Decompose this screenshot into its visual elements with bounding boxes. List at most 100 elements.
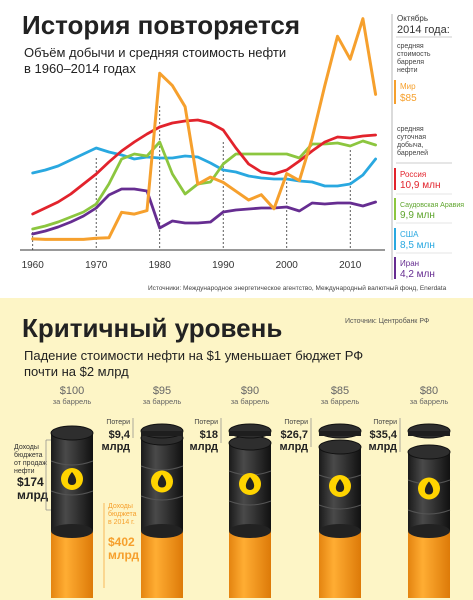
barrel-lid-4 — [407, 444, 451, 460]
barrel-lid-3 — [318, 439, 362, 455]
oil-drop-shape — [245, 477, 255, 490]
loss-value-4: $35,4 млрд — [368, 429, 397, 453]
barrel-price-4: $80 — [420, 385, 438, 397]
history-source: Источники: Международное энергетическое … — [148, 284, 447, 292]
budget-value: $402 млрд — [108, 535, 140, 562]
critical-subtitle: Падение стоимости нефти на $1 уменьшает … — [24, 348, 384, 380]
legend-swatch-saudi — [394, 198, 396, 220]
legend-value-world: $85 — [400, 93, 417, 104]
x-tick-1980: 1980 — [149, 260, 172, 271]
critical-source: Источник: Центробанк РФ — [345, 318, 430, 325]
legend-header-2: 2014 года: — [397, 24, 450, 36]
critical-subtitle-line1: Падение стоимости нефти на $1 уменьшает … — [24, 348, 364, 363]
barrel-orange-0 — [51, 531, 93, 598]
barrel-orange-3 — [319, 531, 361, 598]
loss-label-2: Потери — [194, 419, 218, 426]
barrel-lost-rim-4 — [408, 431, 450, 436]
barrel-unit-3: за баррель — [321, 397, 360, 406]
barrel-orange-1 — [141, 531, 183, 598]
barrel-unit-2: за баррель — [231, 397, 270, 406]
history-section: История повторяется Объём добычи и средн… — [0, 0, 473, 298]
barrel-unit-1: за баррель — [143, 397, 182, 406]
barrel-rib-1-1 — [140, 495, 184, 501]
barrel-dark-bottom-1 — [141, 524, 183, 538]
barrel-lost-rim-1 — [141, 431, 183, 436]
legend-swatch-usa — [394, 228, 396, 250]
barrel-lost-rim-2 — [229, 431, 271, 436]
barrel-dark-bottom-3 — [319, 524, 361, 538]
critical-title: Критичный уровень — [22, 313, 283, 343]
barrel-dark-bottom-4 — [408, 524, 450, 538]
barrel-dark-bottom-2 — [229, 524, 271, 538]
critical-level-section: Критичный уровень Источник: Центробанк Р… — [0, 298, 473, 600]
legend-name-usa: США — [400, 230, 419, 239]
budget-note: Доходы бюджета в 2014 г. — [108, 503, 139, 526]
oil-drop-shape — [67, 472, 77, 485]
series-line-iran — [31, 187, 377, 236]
series-line-russia — [31, 118, 377, 216]
series-line-world-price — [31, 17, 378, 241]
loss-label-4: Потери — [373, 419, 397, 426]
decade-guides — [32, 106, 351, 250]
oil-drop-shape — [157, 474, 167, 488]
legend-swatch-russia — [394, 168, 396, 190]
history-subtitle-line2: в 1960–2014 годах — [24, 61, 136, 76]
barrel-orange-4 — [408, 531, 450, 598]
history-title: История повторяется — [22, 10, 301, 40]
x-tick-1960: 1960 — [22, 260, 45, 271]
barrel-rib-1-0 — [140, 465, 184, 471]
barrel-dark-bottom-0 — [51, 524, 93, 538]
legend-name-iran: Иран — [400, 259, 419, 268]
barrel-rib-4-1 — [407, 509, 451, 515]
legend-header-1: Октябрь — [397, 14, 428, 23]
barrel-price-2: $90 — [241, 385, 259, 397]
series-lines — [31, 17, 378, 241]
oil-drop-shape — [335, 479, 345, 492]
legend-name-russia: Россия — [400, 170, 426, 179]
x-tick-2010: 2010 — [339, 260, 362, 271]
x-tick-1970: 1970 — [85, 260, 108, 271]
loss-value-3: $26,7 млрд — [279, 429, 308, 453]
series-line-usa — [31, 146, 377, 188]
legend-value-saudi: 9,9 млн — [400, 210, 435, 221]
barrel-price-1: $95 — [153, 385, 171, 397]
legend-name-saudi: Саудовская Аравия — [400, 202, 464, 209]
price-note: средняя стоимость барреля нефти — [397, 43, 432, 74]
loss-value-1: $9,4 млрд — [101, 429, 130, 453]
barrel-orange-2 — [229, 531, 271, 598]
x-tick-2000: 2000 — [276, 260, 299, 271]
loss-label-1: Потери — [106, 419, 130, 426]
legend-swatch-iran — [394, 257, 396, 279]
legend-name-world: Мир — [400, 82, 416, 91]
series-line-saudi-arabia — [31, 139, 377, 231]
barrel-lid-0 — [50, 425, 94, 441]
legend-value-usa: 8,5 млн — [400, 240, 435, 251]
history-subtitle-line1: Объём добычи и средняя стоимость нефти — [24, 45, 287, 60]
history-subtitle: Объём добычи и средняя стоимость нефти в… — [24, 45, 324, 77]
revenue-note: Доходы бюджета от продаж нефти — [14, 444, 49, 475]
oil-drop-shape — [424, 481, 434, 495]
revenue-value: $174 млрд — [17, 475, 49, 502]
loss-label-3: Потери — [284, 419, 308, 426]
loss-value-2: $18 млрд — [189, 429, 218, 453]
x-tick-1990: 1990 — [212, 260, 235, 271]
barrel-price-0: $100 — [60, 385, 84, 397]
x-tick-labels: 1960 1970 1980 1990 2000 2010 — [22, 260, 362, 271]
prod-note: средняя суточная добыча, баррелей — [397, 126, 428, 157]
barrel-rib-0-0 — [50, 460, 94, 466]
legend-swatch-world — [394, 80, 396, 104]
barrel-rib-3-1 — [318, 504, 362, 510]
oil-history-chart: 1960 1970 1980 1990 2000 2010 Октябрь 2014 го… — [20, 14, 464, 292]
critical-subtitle-line2: почти на $2 млрд — [24, 364, 129, 379]
barrel-lost-rim-3 — [319, 431, 361, 436]
barrel-rib-0-1 — [50, 490, 94, 496]
barrel-rib-2-1 — [228, 500, 272, 506]
